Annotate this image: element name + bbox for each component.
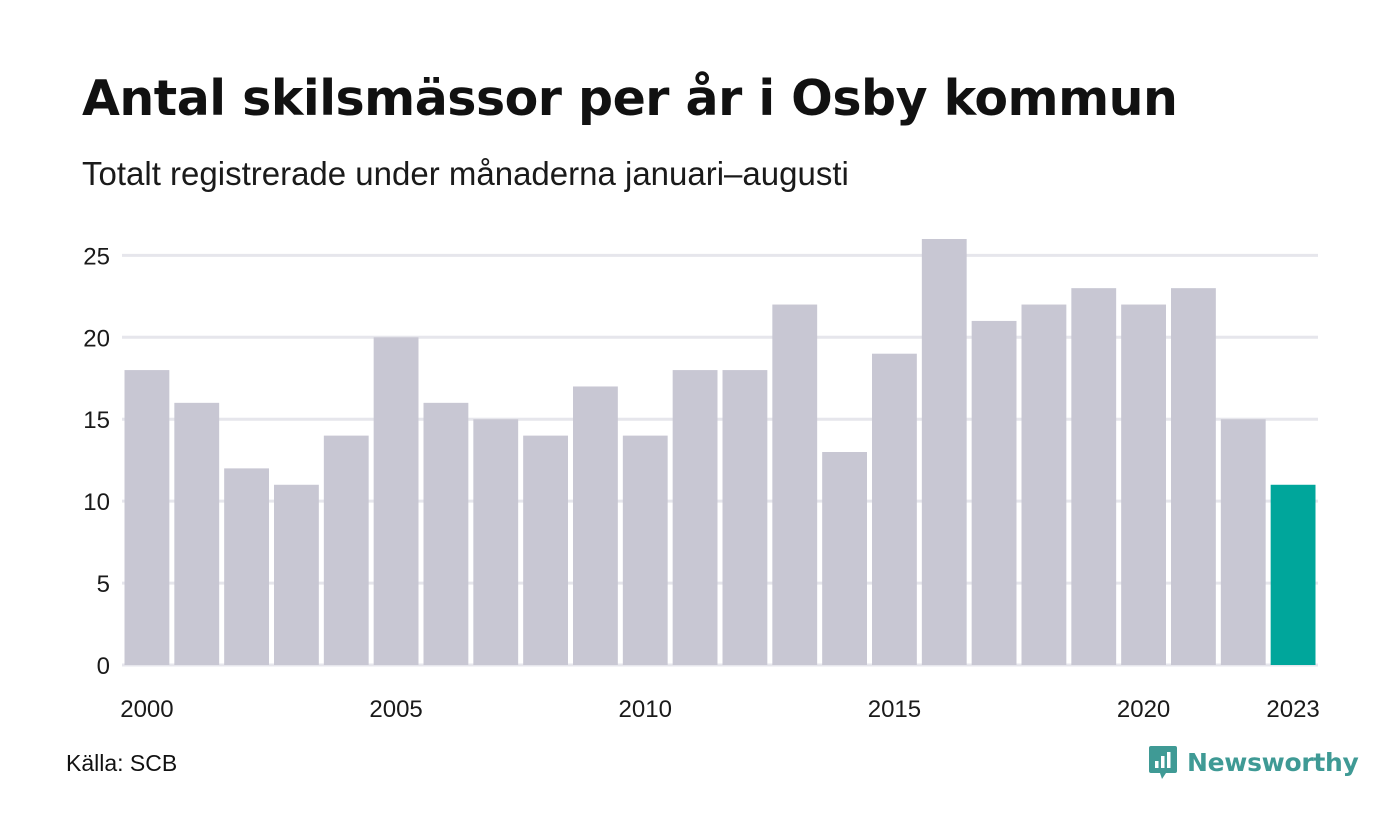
bar-2023 <box>1270 484 1316 665</box>
bar-2020 <box>1121 304 1166 665</box>
bar-2004 <box>323 435 369 665</box>
bar-2007 <box>473 419 519 665</box>
y-tick-label: 0 <box>97 653 110 680</box>
y-tick-label: 15 <box>83 407 110 434</box>
chart-title: Antal skilsmässor per år i Osby kommun <box>82 70 1178 127</box>
bar-2011 <box>672 370 718 665</box>
brand-name: Newsworthy <box>1187 747 1359 777</box>
source-note: Källa: SCB <box>66 750 178 776</box>
bars <box>124 239 1316 665</box>
bar-2019 <box>1071 288 1117 665</box>
bar-2001 <box>174 402 220 665</box>
bar-2021 <box>1171 288 1216 665</box>
bar-2000 <box>124 370 170 665</box>
y-tick-label: 5 <box>97 571 110 598</box>
x-tick-label: 2005 <box>369 696 422 723</box>
bar-2010 <box>622 435 668 665</box>
bar-2008 <box>523 435 568 665</box>
y-axis-ticks: 0 5 10 15 20 25 <box>83 243 110 680</box>
y-tick-label: 10 <box>83 489 110 516</box>
bar-2002 <box>224 468 269 665</box>
bar-chart: 0 5 10 15 20 25 2000 2005 2010 2015 2020 2023 <box>83 239 1320 723</box>
x-tick-label: 2020 <box>1117 696 1170 723</box>
bar-2013 <box>772 304 818 665</box>
bar-2018 <box>1021 304 1067 665</box>
newsworthy-logo-icon <box>1149 746 1177 779</box>
bar-2017 <box>971 320 1017 665</box>
bar-2009 <box>573 386 618 665</box>
bar-2003 <box>274 484 319 665</box>
bar-2012 <box>722 370 768 665</box>
x-tick-label: 2023 <box>1266 696 1319 723</box>
bar-2006 <box>423 402 469 665</box>
y-tick-label: 25 <box>83 243 110 270</box>
x-tick-label: 2015 <box>868 696 921 723</box>
bar-2014 <box>822 452 867 665</box>
brand-logo: Newsworthy <box>1148 744 1359 780</box>
bar-2015 <box>872 353 917 665</box>
bar-2016 <box>921 239 967 665</box>
gridlines <box>122 253 1318 667</box>
bar-2005 <box>373 337 419 665</box>
bar-2022 <box>1220 419 1266 665</box>
x-tick-label: 2000 <box>120 696 173 723</box>
x-tick-label: 2010 <box>619 696 672 723</box>
y-tick-label: 20 <box>83 325 110 352</box>
chart-subtitle: Totalt registrerade under månaderna janu… <box>82 155 849 192</box>
x-axis-ticks: 2000 2005 2010 2015 2020 2023 <box>120 696 1320 723</box>
